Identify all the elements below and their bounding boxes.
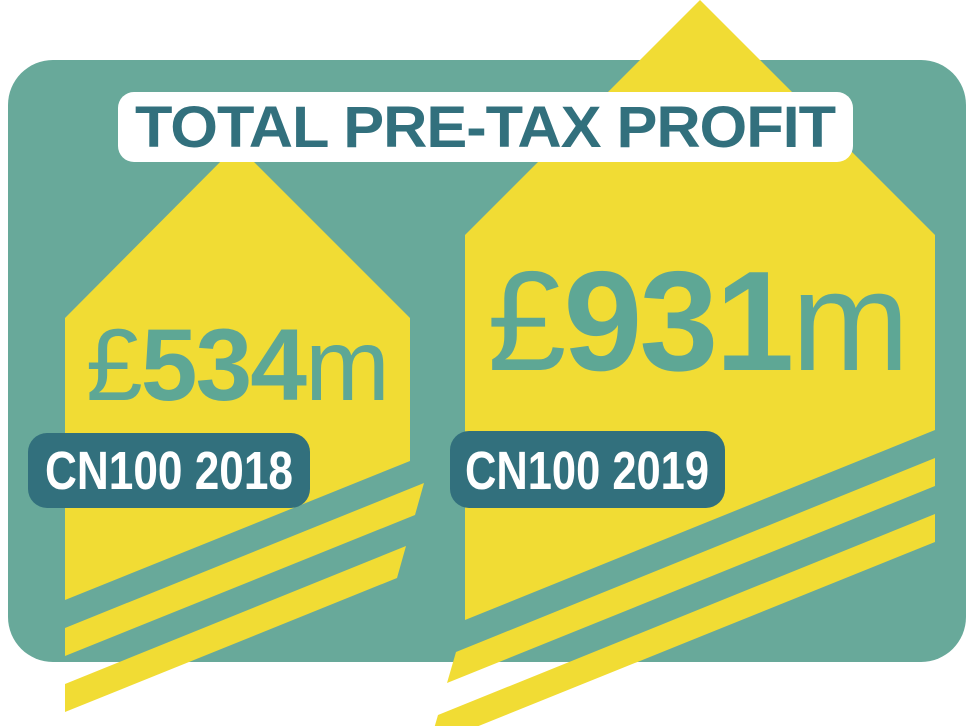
title-banner: TOTAL PRE-TAX PROFIT bbox=[118, 92, 853, 162]
badge-2019 bbox=[450, 431, 725, 508]
arrow-2018-stripe-1 bbox=[65, 483, 424, 656]
amount-2018-value: 534 bbox=[141, 308, 307, 422]
amount-2018-currency: £ bbox=[86, 308, 141, 422]
title-banner-box bbox=[118, 92, 853, 162]
badge-2019-label: CN100 2019 bbox=[465, 441, 709, 501]
arrow-2018-stripe-2 bbox=[65, 546, 406, 712]
badge-2018-label: CN100 2018 bbox=[45, 441, 293, 501]
arrow-2019-stripe-2 bbox=[434, 514, 935, 726]
page-title: TOTAL PRE-TAX PROFIT bbox=[135, 95, 836, 160]
badge-2018 bbox=[28, 433, 310, 508]
amount-2019-suffix: m bbox=[791, 242, 906, 401]
amount-2019-currency: £ bbox=[487, 242, 564, 401]
amount-2018-suffix: m bbox=[305, 308, 388, 422]
amount-2019-value: 931 bbox=[563, 242, 791, 401]
amount-2018: £534m bbox=[86, 308, 388, 422]
arrow-2019-stripe-1 bbox=[447, 458, 935, 683]
amount-2019: £931m bbox=[487, 242, 906, 401]
arrow-2018-group: £534m CN100 2018 bbox=[28, 145, 424, 712]
